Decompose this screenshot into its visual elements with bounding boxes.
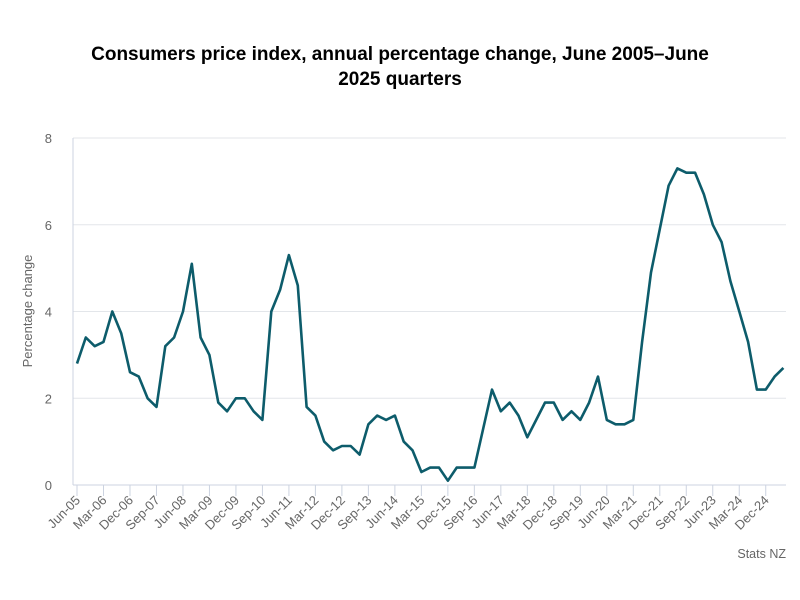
y-tick-label: 8 — [45, 131, 52, 146]
chart-title-line2: 2025 quarters — [338, 69, 462, 90]
series-line — [75, 167, 785, 482]
y-tick-label: 4 — [45, 305, 52, 320]
y-axis-label: Percentage change — [20, 255, 35, 368]
y-tick-label: 0 — [45, 478, 52, 493]
source-credit: Stats NZ — [737, 547, 786, 561]
chart-title-line1: Consumers price index, annual percentage… — [91, 44, 709, 65]
y-tick-label: 6 — [45, 218, 52, 233]
chart-title: Consumers price index, annual percentage… — [0, 42, 800, 92]
y-tick-label: 2 — [45, 391, 52, 406]
